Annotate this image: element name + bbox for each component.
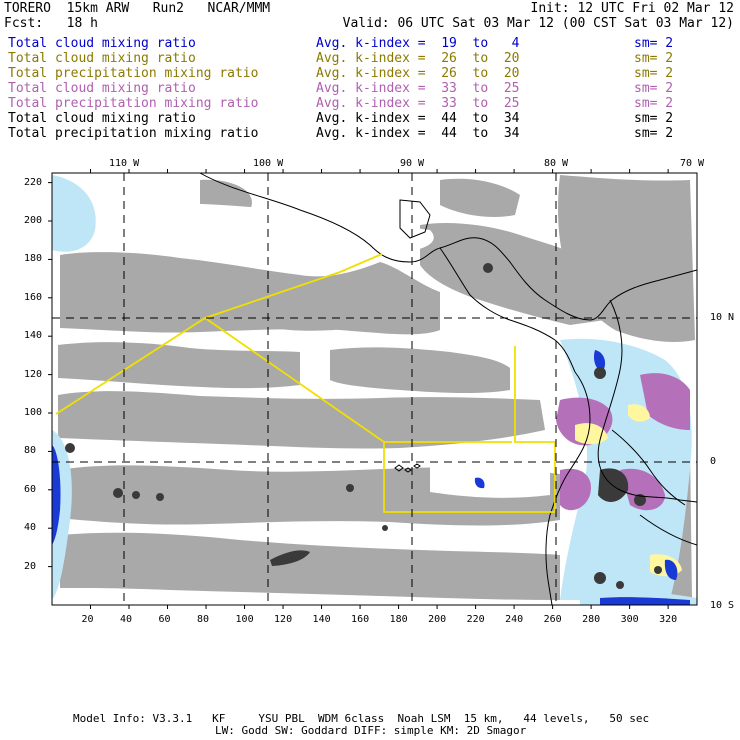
x-tick-label: 100 <box>235 614 254 625</box>
y-tick-label: 200 <box>24 215 43 226</box>
lon-label-90w: 90 W <box>400 158 425 169</box>
field-kindex: Avg. k-index = 33 to 25 <box>316 81 520 96</box>
x-tick-label: 60 <box>158 614 171 625</box>
field-smoothing: sm= 2 <box>634 36 674 51</box>
lon-label-80w: 80 W <box>544 158 569 169</box>
run-title: TORERO 15km ARW Run2 NCAR/MMM <box>4 1 271 16</box>
valid-time: Valid: 06 UTC Sat 03 Mar 12 (00 CST Sat … <box>342 16 734 31</box>
lon-label-110w: 110 W <box>109 158 140 169</box>
field-smoothing: sm= 2 <box>634 81 674 96</box>
x-tick-label: 120 <box>274 614 293 625</box>
model-info: Model Info: V3.3.1 KF YSU PBL WDM 6class… <box>73 712 650 725</box>
field-name: Total cloud mixing ratio <box>8 51 196 66</box>
x-tick-label: 220 <box>466 614 485 625</box>
lat-label-10s: 10 S <box>710 600 735 611</box>
y-tick-label: 160 <box>24 291 43 303</box>
field-kindex: Avg. k-index = 44 to 34 <box>316 111 520 126</box>
field-kindex: Avg. k-index = 26 to 20 <box>316 66 520 81</box>
x-tick-label: 320 <box>659 614 678 625</box>
physics-info: LW: Godd SW: Goddard DIFF: simple KM: 2D… <box>215 724 527 737</box>
x-tick-label: 40 <box>120 614 133 625</box>
field-name: Total cloud mixing ratio <box>8 111 196 126</box>
field-smoothing: sm= 2 <box>634 51 674 66</box>
forecast-hour: Fcst: 18 h <box>4 16 98 31</box>
lat-label-0: 0 <box>710 456 717 467</box>
y-tick-label: 180 <box>24 253 43 265</box>
flight-track <box>55 253 556 513</box>
field-name: Total cloud mixing ratio <box>8 81 196 96</box>
y-tick-label: 40 <box>24 522 37 534</box>
field-kindex: Avg. k-index = 26 to 20 <box>316 51 520 66</box>
y-tick-label: 60 <box>24 483 37 495</box>
y-tick-label: 220 <box>24 176 43 188</box>
field-smoothing: sm= 2 <box>634 96 674 111</box>
x-tick-label: 200 <box>428 614 447 625</box>
x-tick-label: 80 <box>197 614 210 625</box>
y-tick-label: 80 <box>24 445 37 457</box>
field-kindex: Avg. k-index = 44 to 34 <box>316 126 520 141</box>
lon-label-70w: 70 W <box>680 158 705 169</box>
x-tick-label: 300 <box>620 614 639 625</box>
y-tick-marks <box>48 182 52 568</box>
x-tick-label: 160 <box>351 614 370 625</box>
x-tick-label: 140 <box>312 614 331 625</box>
blue-shading <box>52 350 690 605</box>
field-smoothing: sm= 2 <box>634 126 674 141</box>
x-tick-label: 280 <box>582 614 601 625</box>
field-kindex: Avg. k-index = 33 to 25 <box>316 96 520 111</box>
lat-label-10n: 10 N <box>710 312 735 323</box>
y-tick-label: 20 <box>24 560 37 572</box>
lon-label-100w: 100 W <box>253 158 284 169</box>
init-time: Init: 12 UTC Fri 02 Mar 12 <box>530 1 735 16</box>
field-smoothing: sm= 2 <box>634 111 674 126</box>
coastline <box>199 172 698 606</box>
y-tick-label: 100 <box>24 407 43 418</box>
x-tick-label: 180 <box>389 614 408 625</box>
x-tick-marks <box>90 605 669 609</box>
field-name: Total cloud mixing ratio <box>8 36 196 51</box>
field-smoothing: sm= 2 <box>634 66 674 81</box>
field-name: Total precipitation mixing ratio <box>8 96 259 111</box>
lat-lon-grid <box>52 173 697 605</box>
x-tick-label: 20 <box>81 614 94 625</box>
y-tick-label: 140 <box>24 330 43 342</box>
top-tick-marks <box>90 169 669 173</box>
field-name: Total precipitation mixing ratio <box>8 66 259 81</box>
x-tick-label: 260 <box>543 614 562 625</box>
x-tick-label: 240 <box>505 614 524 625</box>
y-tick-label: 120 <box>24 368 43 380</box>
dark-cells <box>65 263 662 589</box>
clear-regions <box>100 202 550 498</box>
field-name: Total precipitation mixing ratio <box>8 126 259 141</box>
field-kindex: Avg. k-index = 19 to 4 <box>316 36 520 51</box>
plot-frame <box>51 172 698 606</box>
